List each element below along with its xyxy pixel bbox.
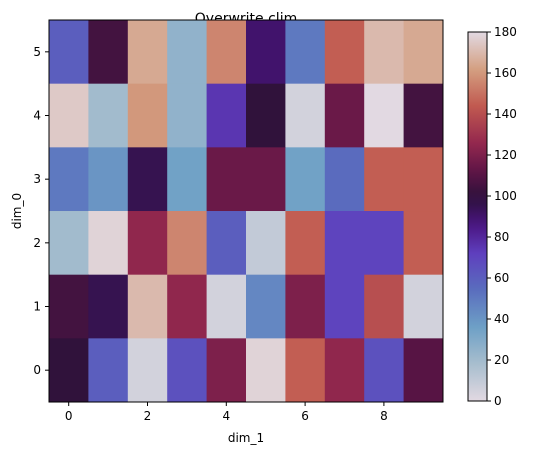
colorbar-ticks: 0 20 40 60 80 100 120 140 160 180: [487, 25, 517, 408]
heatmap-cell: [285, 83, 326, 148]
heatmap-cell: [167, 274, 208, 339]
heatmap-cell: [403, 338, 444, 403]
heatmap-cell: [49, 211, 89, 276]
colorbar-tick-label: 120: [494, 148, 517, 162]
heatmap-cell: [246, 338, 286, 403]
colorbar-tick-label: 80: [494, 230, 509, 244]
colorbar-tick-label: 60: [494, 271, 509, 285]
heatmap-cell: [246, 274, 286, 339]
x-axis-label: dim_1: [228, 431, 264, 445]
heatmap-cell: [127, 83, 168, 148]
heatmap-cell: [206, 83, 247, 148]
heatmap-cell: [206, 211, 247, 276]
x-tick-label: 2: [144, 409, 152, 423]
heatmap-cell: [49, 20, 89, 85]
heatmap-cell: [246, 211, 286, 276]
colorbar-tick-label: 100: [494, 189, 517, 203]
colorbar-tick-label: 0: [494, 394, 502, 408]
heatmap-cell: [364, 211, 405, 276]
y-tick-label: 1: [33, 300, 41, 314]
heatmap-cell: [364, 147, 405, 212]
heatmap-cell: [49, 338, 89, 403]
plot-frame: [48, 19, 444, 403]
colorbar-tick-label: 20: [494, 353, 509, 367]
heatmap-cell: [88, 211, 129, 276]
heatmap-cell: [403, 147, 444, 212]
heatmap-cell: [246, 147, 286, 212]
heatmap-cell: [364, 83, 405, 148]
heatmap-cell: [324, 274, 365, 339]
x-tick-label: 8: [380, 409, 388, 423]
colorbar-tick-label: 40: [494, 312, 509, 326]
heatmap-cell: [403, 211, 444, 276]
y-tick-label: 4: [33, 109, 41, 123]
heatmap-cell: [88, 147, 129, 212]
y-axis-label: dim_0: [10, 193, 24, 229]
heatmap-cell: [364, 338, 405, 403]
heatmap-cell: [324, 211, 365, 276]
heatmap-cell: [324, 147, 365, 212]
heatmap-cell: [324, 338, 365, 403]
heatmap-cell: [403, 20, 444, 85]
heatmap-cell: [285, 338, 326, 403]
heatmap-cell: [167, 147, 208, 212]
heatmap-cell: [403, 274, 444, 339]
colorbar-tick-label: 160: [494, 66, 517, 80]
heatmap-cell: [403, 83, 444, 148]
heatmap-cell: [206, 338, 247, 403]
heatmap-cell: [127, 211, 168, 276]
colorbar: [467, 31, 488, 402]
heatmap-cell: [246, 20, 286, 85]
heatmap-cell: [364, 20, 405, 85]
heatmap-cell: [88, 20, 129, 85]
y-tick-label: 5: [33, 45, 41, 59]
heatmap-cell: [127, 147, 168, 212]
heatmap-cell: [167, 20, 208, 85]
heatmap-cell: [167, 211, 208, 276]
heatmap-cell: [285, 20, 326, 85]
heatmap-cell: [285, 211, 326, 276]
heatmap-cell: [206, 20, 247, 85]
heatmap-cell: [127, 274, 168, 339]
heatmap-cell: [364, 274, 405, 339]
heatmap-cell: [88, 338, 129, 403]
y-tick-label: 3: [33, 172, 41, 186]
heatmap-cell: [88, 274, 129, 339]
colorbar-tick-label: 180: [494, 25, 517, 39]
heatmap-cell: [324, 20, 365, 85]
heatmap-cell: [285, 147, 326, 212]
heatmap-cell: [285, 274, 326, 339]
heatmap-cell: [206, 147, 247, 212]
y-axis-ticks: 0 1 2 3 4 5: [33, 45, 49, 377]
x-axis-ticks: 0 2 4 6 8: [65, 402, 388, 423]
heatmap-cell: [246, 83, 286, 148]
heatmap-cell: [167, 83, 208, 148]
heatmap-cell: [49, 83, 89, 148]
colorbar-tick-label: 140: [494, 107, 517, 121]
heatmap-cell: [206, 274, 247, 339]
x-tick-label: 6: [301, 409, 309, 423]
heatmap-cell: [324, 83, 365, 148]
heatmap-cell: [49, 147, 89, 212]
heatmap-cell: [88, 83, 129, 148]
x-tick-label: 0: [65, 409, 73, 423]
heatmap-cells: [49, 20, 444, 403]
heatmap-cell: [167, 338, 208, 403]
y-tick-label: 0: [33, 363, 41, 377]
heatmap-cell: [127, 20, 168, 85]
heatmap-cell: [49, 274, 89, 339]
x-tick-label: 4: [222, 409, 230, 423]
y-tick-label: 2: [33, 236, 41, 250]
heatmap-cell: [127, 338, 168, 403]
